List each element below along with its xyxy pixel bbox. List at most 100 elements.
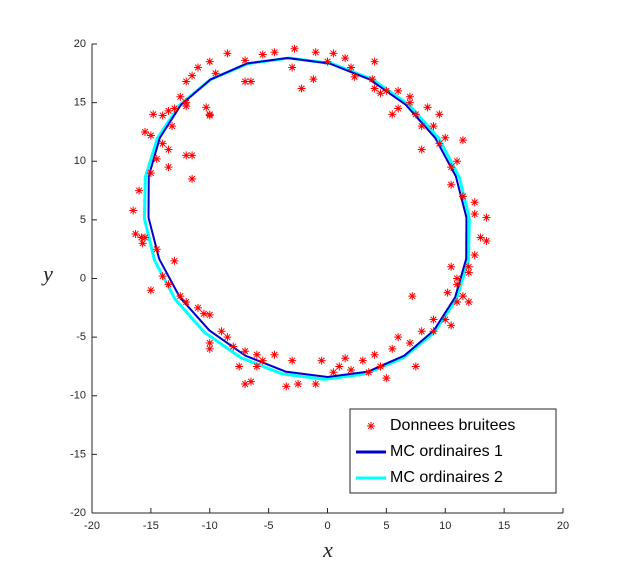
data-point	[182, 297, 191, 306]
data-point	[223, 333, 232, 342]
y-tick-label: -15	[70, 448, 86, 460]
data-point	[290, 44, 299, 53]
data-point	[241, 77, 250, 86]
data-point	[470, 251, 479, 260]
data-point	[388, 344, 397, 353]
data-point	[347, 365, 356, 374]
data-point	[188, 71, 197, 80]
data-point	[464, 297, 473, 306]
data-point	[458, 292, 467, 301]
data-point	[252, 362, 261, 371]
data-point	[311, 380, 320, 389]
y-tick-label: -20	[70, 507, 86, 519]
data-point	[235, 362, 244, 371]
data-point	[138, 239, 147, 248]
data-point	[464, 268, 473, 277]
data-point	[217, 327, 226, 336]
data-point	[229, 342, 238, 351]
data-point	[341, 354, 350, 363]
data-point	[429, 122, 438, 131]
data-point	[146, 286, 155, 295]
data-point	[329, 368, 338, 377]
data-point	[323, 57, 332, 66]
x-tick-label: -10	[202, 520, 218, 532]
data-point	[270, 48, 279, 57]
x-tick-label: 10	[439, 520, 451, 532]
data-point	[470, 198, 479, 207]
legend-label: MC ordinaires 2	[390, 469, 503, 486]
x-tick-label: -15	[143, 520, 159, 532]
data-point	[294, 380, 303, 389]
legend-swatch	[367, 422, 375, 430]
data-point	[347, 63, 356, 72]
data-point	[188, 174, 197, 183]
y-tick-label: -10	[70, 390, 86, 402]
data-point	[311, 48, 320, 57]
legend-label: MC ordinaires 1	[390, 443, 503, 460]
y-tick-label: 0	[80, 272, 86, 284]
data-point	[447, 262, 456, 271]
data-point	[131, 229, 140, 238]
data-point	[140, 127, 149, 136]
data-point	[358, 356, 367, 365]
data-point	[241, 347, 250, 356]
data-point	[164, 280, 173, 289]
data-point	[417, 122, 426, 131]
data-point	[458, 136, 467, 145]
data-point	[453, 297, 462, 306]
data-point	[246, 77, 255, 86]
data-point	[182, 151, 191, 160]
data-point	[394, 104, 403, 113]
y-tick-label: 5	[80, 214, 86, 226]
data-point	[447, 180, 456, 189]
data-point	[405, 338, 414, 347]
data-point	[164, 163, 173, 172]
data-point	[470, 210, 479, 219]
data-point	[152, 245, 161, 254]
data-point	[205, 338, 214, 347]
data-point	[368, 75, 377, 84]
data-point	[441, 133, 450, 142]
data-point	[140, 233, 149, 242]
data-point	[435, 139, 444, 148]
data-point	[282, 382, 291, 391]
data-point	[146, 131, 155, 140]
data-point	[464, 262, 473, 271]
data-point	[317, 356, 326, 365]
data-point	[447, 163, 456, 172]
data-point	[447, 321, 456, 330]
y-axis-label: y	[41, 261, 53, 286]
data-point	[482, 236, 491, 245]
data-point	[370, 350, 379, 359]
data-point	[482, 213, 491, 222]
data-point	[158, 111, 167, 120]
data-point	[376, 362, 385, 371]
data-point	[364, 368, 373, 377]
data-point	[350, 72, 359, 81]
data-point	[405, 92, 414, 101]
data-point	[176, 292, 185, 301]
data-point	[135, 186, 144, 195]
data-point	[429, 315, 438, 324]
data-point	[129, 206, 138, 215]
data-point	[193, 303, 202, 312]
data-point	[453, 274, 462, 283]
data-point	[453, 157, 462, 166]
data-point	[146, 168, 155, 177]
data-point	[370, 57, 379, 66]
y-tick-label: 15	[74, 97, 86, 109]
x-axis-label: x	[322, 537, 333, 562]
data-point	[158, 139, 167, 148]
data-point	[288, 356, 297, 365]
y-tick-label: -5	[76, 331, 86, 343]
data-point	[205, 310, 214, 319]
data-point	[182, 77, 191, 86]
data-point	[382, 374, 391, 383]
data-point	[394, 86, 403, 95]
data-point	[270, 350, 279, 359]
data-point	[335, 362, 344, 371]
data-point	[329, 49, 338, 58]
data-point	[408, 292, 417, 301]
data-point	[170, 104, 179, 113]
